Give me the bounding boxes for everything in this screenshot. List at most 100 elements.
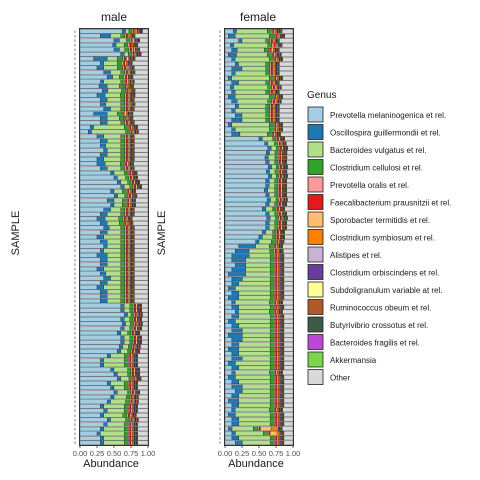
bar-seg-female-47-7 — [277, 248, 280, 254]
panel-male: male 00000000000000000000000000000000000… — [73, 10, 156, 458]
bar-seg-female-5-6 — [273, 52, 276, 57]
bar-seg-female-82-2 — [235, 412, 271, 417]
bar-seg-female-62-5 — [275, 318, 278, 324]
bar-seg-male-30-1 — [100, 166, 108, 171]
bar-seg-female-7-2 — [238, 61, 266, 67]
bar-seg-male-26-5 — [126, 148, 128, 153]
bar-seg-male-43-11 — [131, 225, 134, 230]
legend-swatch-2 — [307, 141, 324, 158]
bar-seg-male-4-4 — [128, 47, 131, 52]
bar-seg-female-61-3 — [269, 314, 275, 319]
bar-seg-male-42-0 — [79, 221, 101, 226]
legend-label-8: Alistipes et rel. — [330, 251, 382, 260]
bar-seg-female-42-2 — [269, 225, 275, 230]
bar-seg-female-78-11 — [281, 393, 283, 399]
bar-seg-male-19-6 — [126, 116, 128, 121]
bar-seg-female-3-4 — [271, 43, 275, 48]
bar-seg-female-30-11 — [284, 169, 286, 174]
bar-seg-male-38-5 — [127, 202, 130, 208]
bar-seg-female-85-6 — [260, 426, 272, 431]
bar-seg-female-15-0 — [224, 99, 232, 104]
bar-seg-female-88-1 — [235, 440, 243, 445]
bar-seg-male-18-11 — [128, 111, 132, 116]
bar-seg-male-7-6 — [124, 61, 127, 66]
bar-seg-female-37-1 — [265, 202, 270, 207]
bar-seg-male-39-4 — [124, 207, 127, 212]
bar-seg-female-63-6 — [276, 323, 279, 328]
sample-label-male-47: 0 — [74, 245, 76, 249]
sample-label-male-4: 0 — [74, 48, 76, 52]
bar-seg-female-62-0 — [224, 318, 229, 324]
x-axis-title-male: Abundance — [83, 458, 139, 470]
bar-seg-female-69-4 — [274, 351, 276, 356]
bar-seg-female-79-11 — [281, 398, 283, 403]
bar-seg-female-5-4 — [271, 52, 273, 57]
sample-label-female-82: 0 — [219, 413, 221, 417]
bar-seg-female-8-0 — [224, 66, 232, 71]
bar-seg-male-32-0 — [79, 175, 115, 180]
bar-seg-female-44-3 — [272, 234, 277, 240]
bar-seg-female-24-3 — [274, 141, 278, 146]
bar-seg-male-1-12 — [133, 33, 136, 38]
bar-seg-male-68-11 — [139, 340, 141, 345]
bar-seg-male-9-0 — [79, 70, 104, 75]
bar-seg-female-40-12 — [286, 216, 288, 221]
bar-seg-female-38-6 — [278, 206, 281, 212]
bar-seg-male-15-6 — [127, 97, 130, 102]
bar-seg-male-82-0 — [79, 404, 101, 409]
bar-seg-male-67-0 — [79, 335, 121, 340]
bar-seg-female-69-15 — [283, 351, 294, 356]
bar-seg-male-80-4 — [129, 394, 132, 400]
bar-seg-female-76-4 — [274, 384, 276, 389]
bar-seg-male-78-1 — [110, 385, 115, 390]
sample-label-female-51: 0 — [219, 268, 221, 272]
bar-seg-male-49-15 — [134, 253, 149, 258]
bar-seg-female-78-5 — [275, 393, 278, 399]
bar-seg-male-70-11 — [136, 349, 139, 354]
bar-seg-female-73-15 — [282, 370, 294, 375]
bar-seg-male-59-1 — [100, 298, 108, 304]
bar-seg-female-65-4 — [274, 333, 276, 338]
bar-seg-female-50-7 — [278, 262, 280, 268]
bar-seg-female-56-7 — [278, 290, 280, 296]
bar-seg-female-24-2 — [267, 141, 275, 146]
bar-seg-male-56-11 — [131, 285, 134, 290]
bar-seg-female-83-11 — [281, 417, 283, 422]
bar-seg-female-50-0 — [224, 262, 236, 268]
legend-swatch-14 — [307, 351, 324, 368]
bar-seg-male-2-3 — [126, 38, 130, 43]
bar-seg-female-61-4 — [274, 314, 276, 319]
bar-seg-female-20-11 — [279, 122, 282, 127]
bar-seg-male-31-5 — [129, 170, 132, 176]
bar-seg-female-14-2 — [235, 94, 270, 99]
bar-seg-male-65-4 — [132, 326, 135, 331]
bar-seg-male-10-2 — [112, 74, 120, 80]
legend-label-14: Akkermansia — [330, 356, 377, 365]
bar-seg-male-17-5 — [126, 106, 128, 112]
bar-seg-male-73-3 — [124, 362, 129, 368]
bar-seg-male-29-12 — [132, 161, 134, 166]
sample-label-female-12: 0 — [219, 86, 221, 90]
bar-seg-male-71-4 — [128, 353, 130, 358]
bar-seg-male-12-2 — [107, 84, 120, 89]
bar-seg-male-65-3 — [129, 326, 134, 331]
bar-seg-female-82-1 — [228, 412, 236, 417]
bar-seg-male-8-0 — [79, 65, 98, 70]
bar-seg-male-88-6 — [130, 431, 133, 436]
bar-seg-female-84-11 — [281, 421, 283, 427]
bar-seg-male-89-6 — [130, 436, 133, 441]
bar-seg-female-58-5 — [274, 300, 277, 305]
bar-seg-female-10-1 — [228, 75, 232, 81]
bar-seg-male-14-12 — [132, 93, 135, 98]
bar-seg-male-13-0 — [79, 88, 103, 93]
bar-seg-female-80-1 — [231, 403, 240, 408]
bar-seg-female-41-15 — [286, 220, 294, 226]
bar-seg-male-53-12 — [132, 271, 135, 276]
bar-seg-male-42-2 — [107, 221, 120, 226]
bar-seg-male-90-11 — [134, 440, 137, 445]
bar-seg-female-88-11 — [281, 440, 283, 445]
bar-seg-male-84-2 — [103, 413, 123, 418]
bar-seg-female-34-11 — [284, 188, 286, 193]
bar-seg-female-86-6 — [269, 431, 278, 436]
bar-seg-male-15-1 — [100, 97, 108, 102]
